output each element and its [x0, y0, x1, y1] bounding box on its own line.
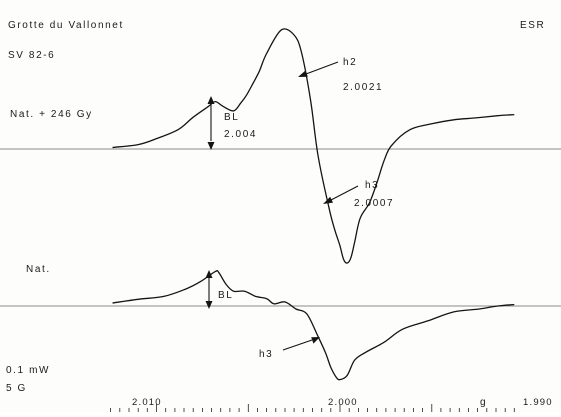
x-tick-label: 2.000	[328, 397, 358, 408]
technique-label: ESR	[520, 20, 545, 31]
h2-arrow	[298, 61, 339, 77]
annotation-h3-top: h3	[365, 180, 379, 191]
annotation-h3-bottom: h3	[259, 349, 273, 360]
bl-marker-bottom	[205, 270, 213, 309]
h3-arrow-top	[323, 185, 359, 204]
sample-label: SV 82-6	[8, 50, 55, 61]
x-tick-label: 2.010	[132, 397, 162, 408]
x-tick-labels: 2.010 2.000 1.990	[132, 397, 553, 408]
series-line-nat	[112, 270, 515, 381]
x-axis-label: g	[480, 397, 487, 408]
series-label-nat: Nat.	[26, 264, 51, 275]
annotation-bl-value: 2.004	[224, 129, 257, 140]
bl-marker-top	[207, 96, 215, 150]
annotation-bl-top: BL	[224, 112, 239, 123]
power-label: 0.1 mW	[6, 365, 50, 376]
h3-arrow-bottom	[282, 337, 320, 351]
annotation-h3-value: 2.0007	[354, 198, 394, 209]
modulation-label: 5 G	[6, 383, 27, 394]
x-tick-label: 1.990	[523, 397, 553, 408]
annotation-h2-value: 2.0021	[343, 82, 383, 93]
series-label-nat-246: Nat. + 246 Gy	[10, 109, 93, 120]
x-ticks	[110, 404, 515, 412]
annotation-bl-bottom: BL	[218, 290, 233, 301]
site-label: Grotte du Vallonnet	[8, 20, 124, 31]
series-line-nat-246	[112, 28, 515, 264]
annotation-h2: h2	[343, 57, 357, 68]
